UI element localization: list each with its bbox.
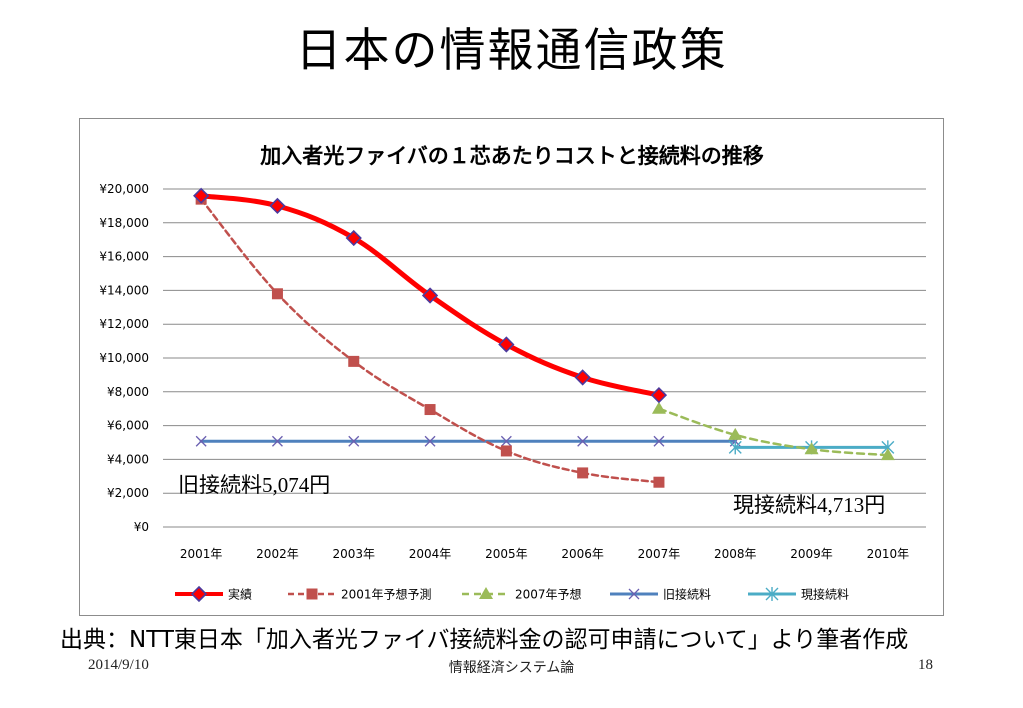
data-point	[424, 435, 436, 447]
new-fee-annotation: 現接続料4,713円	[733, 493, 886, 517]
y-tick-label: ¥0	[134, 520, 149, 534]
data-point	[880, 448, 895, 461]
legend-swatch-marker	[765, 587, 779, 601]
x-tick-label: 2002年	[256, 547, 299, 561]
data-point	[498, 336, 515, 353]
old-fee-annotation: 旧接続料5,074円	[178, 473, 331, 497]
y-tick-label: ¥20,000	[99, 182, 149, 196]
data-point	[651, 401, 666, 414]
data-point	[728, 440, 742, 455]
x-tick-label: 2001年	[180, 547, 223, 561]
chart-frame: 加入者光ファイバの１芯あたりコストと接続料の推移 ¥0 ¥2,000 ¥4,000 ¥…	[79, 118, 944, 616]
legend-swatch-marker	[479, 587, 493, 599]
legend-label: 2001年予想予測	[341, 587, 432, 602]
x-tick-label: 2003年	[332, 547, 375, 561]
slide-title: 日本の情報通信政策	[295, 23, 728, 77]
x-tick-label: 2007年	[638, 547, 681, 561]
x-tick-label: 2005年	[485, 547, 528, 561]
y-tick-label: ¥10,000	[99, 351, 149, 365]
footer-date: 2014/9/10	[88, 657, 149, 673]
data-point	[728, 427, 743, 440]
data-point	[500, 445, 512, 457]
x-tick-label: 2010年	[867, 547, 910, 561]
y-tick-label: ¥16,000	[99, 250, 149, 264]
data-point	[348, 355, 360, 367]
data-point	[653, 435, 665, 447]
legend-swatch-marker	[628, 588, 640, 600]
data-point	[650, 387, 668, 404]
y-tick-label: ¥14,000	[99, 283, 149, 297]
data-point	[804, 442, 819, 455]
legend-label: 2007年予想	[515, 587, 582, 602]
y-tick-label: ¥8,000	[107, 385, 149, 399]
y-tick-label: ¥4,000	[107, 452, 149, 466]
x-tick-label: 2004年	[409, 547, 452, 561]
y-tick-label: ¥12,000	[99, 317, 149, 331]
data-point	[653, 476, 665, 488]
x-tick-label: 2008年	[714, 547, 757, 561]
chart-title: 加入者光ファイバの１芯あたりコストと接続料の推移	[259, 144, 764, 168]
series-line-3	[657, 407, 890, 457]
x-tick-label: 2009年	[790, 547, 833, 561]
data-point	[195, 435, 207, 447]
legend-swatch-marker	[306, 588, 318, 600]
legend-label: 実績	[228, 587, 252, 602]
page-number: 18	[918, 657, 933, 673]
data-point	[271, 435, 283, 447]
data-point	[348, 435, 360, 447]
x-tick-label: 2006年	[561, 547, 604, 561]
data-point	[574, 369, 591, 386]
data-point	[500, 435, 512, 447]
legend-swatch-marker	[190, 585, 208, 603]
data-point	[271, 288, 283, 300]
footer-course-title: 情報経済システム論	[448, 660, 575, 676]
data-point	[345, 229, 362, 247]
y-tick-label: ¥2,000	[107, 486, 149, 500]
data-point	[269, 197, 286, 215]
data-point	[577, 467, 589, 479]
legend-label: 現接続料	[801, 587, 849, 602]
y-tick-label: ¥6,000	[107, 419, 149, 433]
source-note: 出典：NTT東日本「加入者光ファイバ接続料金の認可申請について」より筆者作成	[60, 627, 909, 653]
data-point	[577, 435, 589, 447]
line-chart: 加入者光ファイバの１芯あたりコストと接続料の推移 ¥0 ¥2,000 ¥4,000 ¥…	[99, 144, 926, 603]
data-point	[421, 287, 439, 304]
y-tick-label: ¥18,000	[99, 216, 149, 230]
data-point	[424, 404, 436, 416]
data-point	[193, 187, 210, 204]
legend-label: 旧接続料	[663, 587, 711, 602]
